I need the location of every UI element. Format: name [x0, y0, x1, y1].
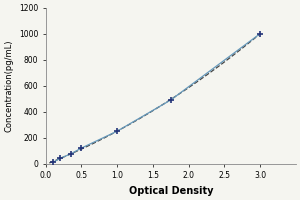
Y-axis label: Concentration(pg/mL): Concentration(pg/mL) [4, 39, 13, 132]
X-axis label: Optical Density: Optical Density [128, 186, 213, 196]
